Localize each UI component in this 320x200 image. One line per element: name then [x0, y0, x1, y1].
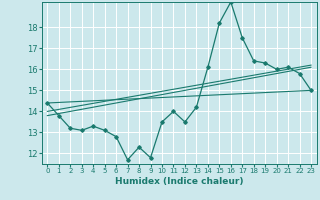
X-axis label: Humidex (Indice chaleur): Humidex (Indice chaleur) [115, 177, 244, 186]
